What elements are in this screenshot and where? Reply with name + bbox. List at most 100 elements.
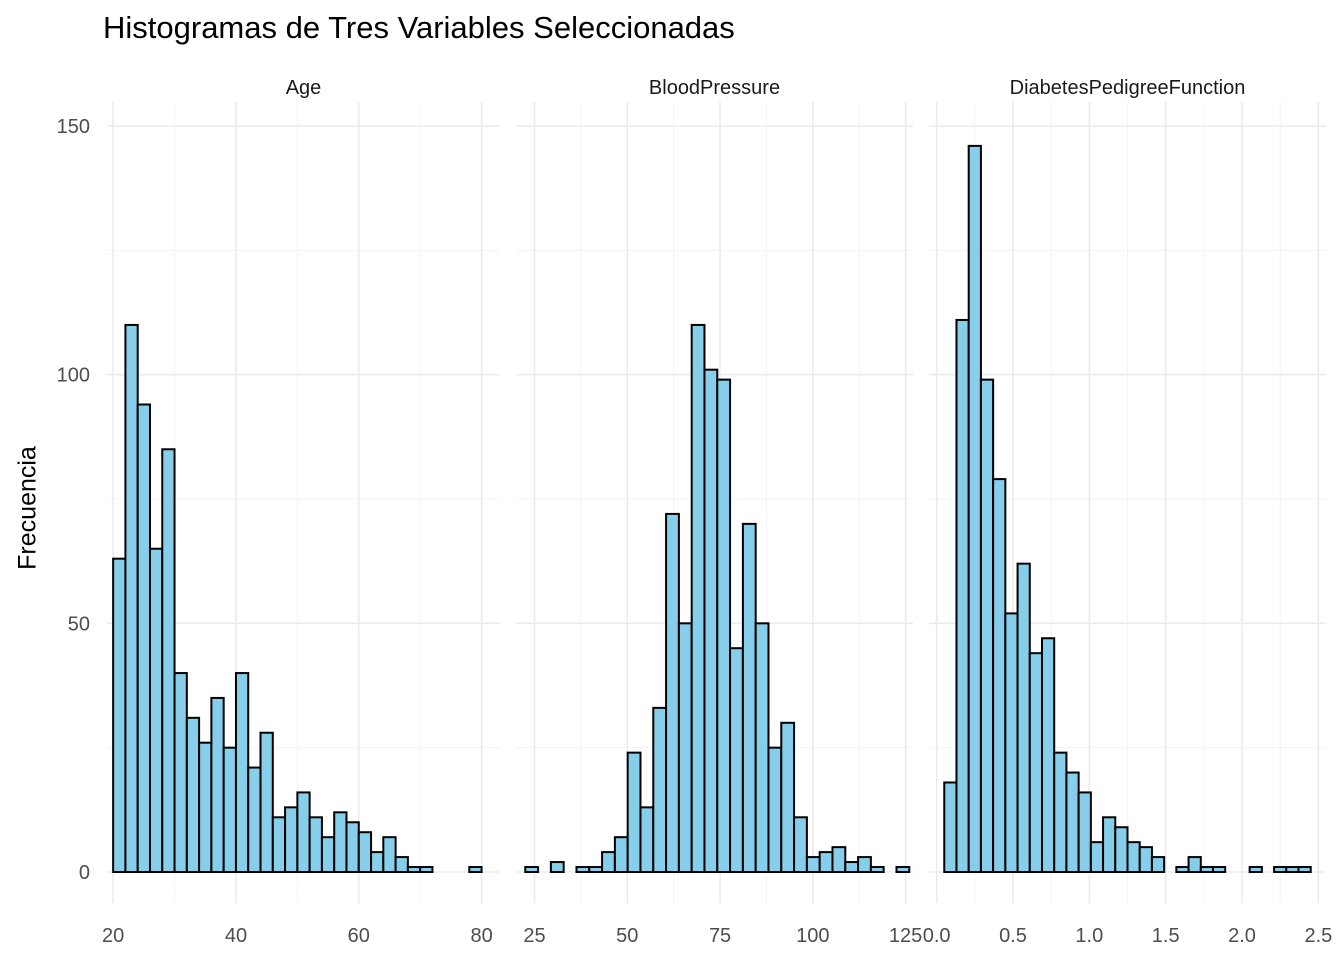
histogram-bar bbox=[575, 866, 591, 874]
histogram-bar bbox=[1053, 751, 1068, 874]
histogram-bar bbox=[1199, 866, 1215, 874]
histogram-bar bbox=[1040, 637, 1056, 874]
x-tick-label: 75 bbox=[709, 925, 731, 947]
y-tick-label: 0 bbox=[79, 862, 90, 884]
histogram-bar bbox=[210, 696, 225, 874]
histogram-bar bbox=[895, 866, 911, 874]
x-tick-label: 0.5 bbox=[999, 925, 1027, 947]
histogram-bar bbox=[955, 318, 970, 873]
histogram-bar bbox=[805, 856, 821, 874]
histogram-bar bbox=[357, 831, 373, 873]
histogram-bar bbox=[1016, 562, 1031, 873]
histogram-bar bbox=[148, 547, 164, 873]
histogram-bar bbox=[729, 647, 744, 874]
histogram-bar bbox=[967, 144, 982, 874]
x-tick-label: 1.0 bbox=[1075, 925, 1103, 947]
histogram-bar bbox=[308, 816, 323, 873]
x-tick-label: 0.0 bbox=[923, 925, 951, 947]
histogram-bar bbox=[690, 323, 706, 873]
histogram-bar bbox=[124, 323, 139, 873]
histogram-bar bbox=[394, 856, 409, 874]
histogram-bar bbox=[780, 721, 796, 873]
histogram-bar bbox=[370, 851, 385, 874]
histogram-bar bbox=[382, 836, 397, 873]
histogram-bar bbox=[468, 866, 483, 874]
histogram-bar bbox=[1028, 652, 1043, 873]
x-tick-label: 1.5 bbox=[1152, 925, 1180, 947]
x-tick-label: 40 bbox=[225, 925, 247, 947]
histogram-bar bbox=[793, 816, 808, 873]
chart-title: Histogramas de Tres Variables Selecciona… bbox=[103, 10, 735, 45]
histogram-bar bbox=[741, 522, 757, 873]
histogram-bar bbox=[1285, 866, 1300, 874]
histogram-bar bbox=[222, 746, 237, 874]
facet-label: Age bbox=[286, 77, 322, 99]
x-tick-label: 25 bbox=[523, 925, 545, 947]
histogram-bar bbox=[419, 866, 434, 874]
histogram-bar bbox=[626, 751, 642, 874]
histogram-bar bbox=[844, 861, 860, 874]
histogram-bar bbox=[601, 851, 616, 874]
histogram-bar bbox=[1089, 841, 1105, 873]
histogram-bar bbox=[1175, 866, 1190, 874]
histogram-bar bbox=[1114, 826, 1129, 873]
histogram-bar bbox=[524, 866, 540, 874]
histogram-bar bbox=[716, 378, 732, 873]
y-tick-label: 100 bbox=[57, 365, 90, 387]
facet-label: BloodPressure bbox=[649, 77, 780, 99]
histogram-bar bbox=[831, 846, 847, 874]
x-tick-label: 50 bbox=[616, 925, 638, 947]
histogram-bar bbox=[588, 866, 604, 874]
x-tick-label: 80 bbox=[470, 925, 492, 947]
x-tick-label: 2.5 bbox=[1304, 925, 1332, 947]
histogram-bar bbox=[271, 816, 287, 873]
histogram-bar bbox=[198, 741, 213, 874]
histogram-bar bbox=[320, 836, 336, 873]
histogram-bar bbox=[613, 836, 629, 873]
histogram-bar bbox=[1138, 846, 1153, 874]
histogram-bar bbox=[1150, 856, 1166, 874]
histogram-bar bbox=[754, 622, 770, 873]
histogram-bar bbox=[161, 448, 176, 873]
histogram-bar bbox=[1102, 816, 1117, 873]
histogram-bar bbox=[979, 378, 995, 873]
histogram-bar bbox=[1077, 791, 1092, 874]
histogram-bar bbox=[136, 403, 151, 873]
histogram-bar bbox=[247, 766, 262, 873]
histogram-bar bbox=[1297, 866, 1312, 874]
histogram-bar bbox=[1187, 856, 1202, 874]
histogram-bar bbox=[943, 781, 958, 873]
histogram-bar bbox=[1248, 866, 1263, 874]
histogram-bar bbox=[259, 731, 274, 873]
histogram-bar bbox=[296, 791, 311, 874]
histogram-bar bbox=[665, 512, 680, 873]
histogram-bar bbox=[652, 706, 668, 873]
histogram-bar bbox=[767, 746, 783, 874]
histogram-bar bbox=[284, 806, 299, 874]
histogram-bar bbox=[1004, 612, 1019, 873]
histogram-bar bbox=[406, 866, 422, 874]
y-tick-label: 150 bbox=[57, 116, 90, 138]
histogram-bar bbox=[639, 806, 655, 874]
histogram-bar bbox=[677, 622, 693, 873]
histogram-bar bbox=[1126, 841, 1141, 873]
histogram-bar bbox=[1065, 771, 1080, 873]
histogram-bar bbox=[234, 672, 250, 873]
histogram-bar bbox=[173, 672, 188, 873]
histogram-bar bbox=[869, 866, 885, 874]
histogram-bar bbox=[703, 368, 719, 873]
histogram-bar bbox=[333, 811, 348, 874]
histogram-bar bbox=[549, 861, 565, 874]
histogram-bar bbox=[1273, 866, 1288, 874]
x-tick-label: 125 bbox=[889, 925, 922, 947]
histogram-bar bbox=[818, 851, 834, 874]
histogram-bar bbox=[345, 821, 360, 873]
histogram-bar bbox=[185, 716, 201, 873]
x-tick-label: 2.0 bbox=[1228, 925, 1256, 947]
y-tick-label: 50 bbox=[68, 613, 90, 635]
histogram-bar bbox=[857, 856, 872, 874]
x-tick-label: 20 bbox=[102, 925, 124, 947]
histogram-bar bbox=[1212, 866, 1227, 874]
x-tick-label: 60 bbox=[348, 925, 370, 947]
